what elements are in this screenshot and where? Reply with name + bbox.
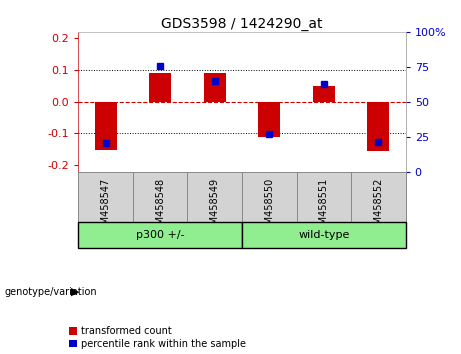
Bar — [149, 73, 171, 102]
Bar — [188, 172, 242, 222]
Text: GSM458551: GSM458551 — [319, 178, 329, 237]
Bar — [133, 172, 188, 222]
Text: genotype/variation: genotype/variation — [5, 287, 97, 297]
Title: GDS3598 / 1424290_at: GDS3598 / 1424290_at — [161, 17, 323, 31]
Bar — [351, 172, 406, 222]
Bar — [367, 102, 389, 151]
Text: GSM458552: GSM458552 — [373, 178, 384, 237]
Text: ▶: ▶ — [71, 287, 80, 297]
Bar — [204, 73, 226, 102]
Text: p300 +/-: p300 +/- — [136, 230, 184, 240]
Text: GSM458547: GSM458547 — [100, 178, 111, 237]
Bar — [258, 102, 280, 137]
Bar — [242, 222, 406, 248]
Text: GSM458548: GSM458548 — [155, 178, 165, 237]
Text: GSM458549: GSM458549 — [210, 178, 220, 237]
Bar — [95, 102, 117, 150]
Bar — [296, 172, 351, 222]
Bar — [78, 172, 133, 222]
Bar — [78, 222, 242, 248]
Bar — [242, 172, 296, 222]
Text: GSM458550: GSM458550 — [264, 178, 274, 237]
Text: wild-type: wild-type — [298, 230, 349, 240]
Legend: transformed count, percentile rank within the sample: transformed count, percentile rank withi… — [70, 326, 246, 349]
Bar — [313, 86, 335, 102]
